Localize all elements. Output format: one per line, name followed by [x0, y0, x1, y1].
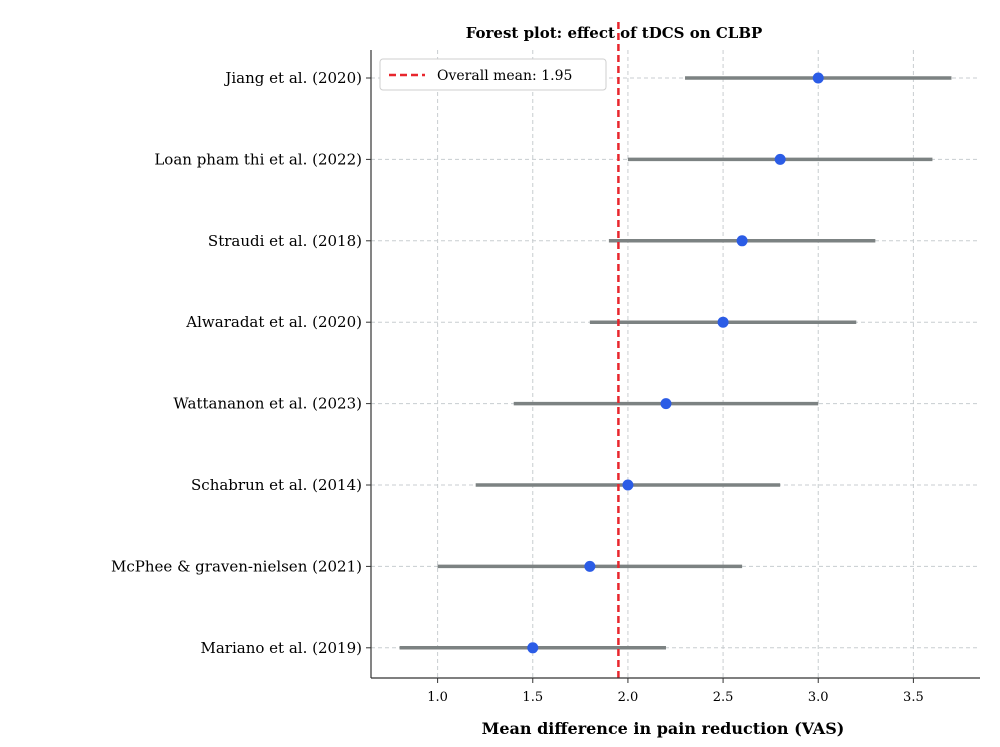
- study-label: Schabrun et al. (2014): [191, 476, 362, 494]
- effect-points: [527, 72, 824, 654]
- study-label: Jiang et al. (2020): [223, 69, 362, 87]
- axes: [370, 50, 980, 679]
- x-tick-label: 1.0: [427, 690, 448, 705]
- effect-point: [584, 560, 596, 572]
- effect-point: [736, 235, 748, 247]
- effect-point: [527, 642, 539, 654]
- legend-label: Overall mean: 1.95: [437, 68, 572, 84]
- grid-lines: [371, 50, 980, 678]
- effect-point: [622, 479, 634, 491]
- study-label: Straudi et al. (2018): [208, 232, 362, 250]
- study-label: Alwaradat et al. (2020): [185, 313, 362, 331]
- x-tick-label: 3.5: [903, 690, 924, 705]
- x-tick-labels: 1.0 1.5 2.0 2.5 3.0 3.5: [427, 678, 924, 705]
- legend: Overall mean: 1.95: [379, 58, 607, 91]
- effect-point: [717, 316, 729, 328]
- study-label: Mariano et al. (2019): [201, 639, 363, 657]
- x-tick-label: 1.5: [522, 690, 543, 705]
- study-labels: Jiang et al. (2020) Loan pham thi et al. …: [111, 69, 371, 657]
- legend-box: [379, 58, 607, 91]
- chart-title: Forest plot: effect of tDCS on CLBP: [466, 24, 763, 42]
- study-label: McPhee & graven-nielsen (2021): [111, 557, 362, 575]
- effect-point: [774, 153, 786, 165]
- x-tick-label: 3.0: [808, 690, 829, 705]
- effect-point: [660, 398, 672, 410]
- study-label: Loan pham thi et al. (2022): [154, 150, 362, 168]
- confidence-intervals: [399, 76, 952, 650]
- x-tick-label: 2.0: [618, 690, 639, 705]
- x-tick-label: 2.5: [713, 690, 734, 705]
- x-axis-label: Mean difference in pain reduction (VAS): [482, 719, 845, 738]
- effect-point: [812, 72, 824, 84]
- study-label: Wattananon et al. (2023): [173, 395, 362, 413]
